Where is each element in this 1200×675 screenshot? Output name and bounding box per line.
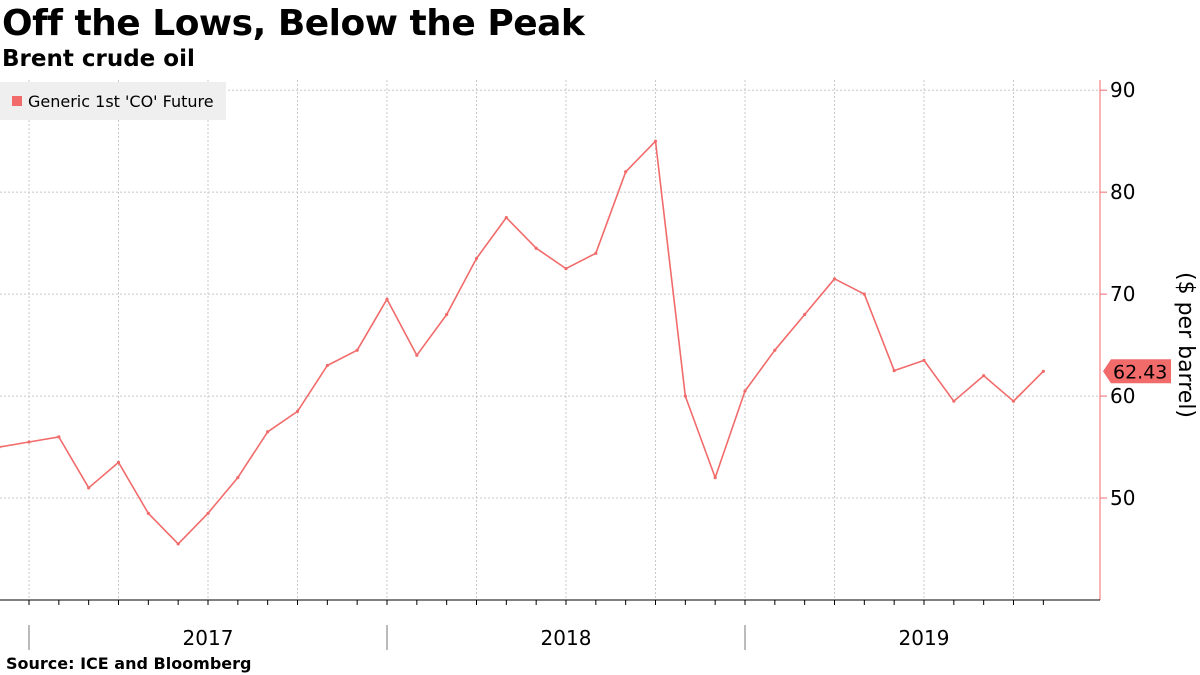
data-point — [325, 363, 329, 368]
x-tick-label: 2019 — [899, 626, 950, 650]
x-tick-label: 2017 — [183, 626, 234, 650]
data-point — [683, 394, 687, 398]
data-point — [1011, 399, 1016, 403]
y-tick-label: 50 — [1110, 486, 1135, 510]
series-group — [0, 139, 1045, 546]
legend: Generic 1st 'CO' Future — [0, 82, 226, 120]
x-tick-label: 2018 — [541, 626, 592, 650]
data-point — [176, 542, 180, 546]
data-point — [87, 486, 91, 490]
last-value-badge — [1103, 359, 1171, 384]
data-point — [0, 445, 1, 449]
legend-swatch — [12, 96, 22, 106]
data-point — [1041, 369, 1045, 373]
data-point — [295, 409, 300, 413]
data-point — [713, 476, 717, 480]
data-point — [534, 246, 538, 250]
last-value-label: 62.43 — [1113, 361, 1167, 383]
data-point — [27, 440, 31, 444]
chart-title: Off the Lows, Below the Peak — [2, 3, 585, 44]
data-point — [832, 277, 837, 281]
data-point — [146, 511, 150, 515]
data-point — [445, 312, 449, 317]
y-axis-label: ($ per barrel) — [1173, 272, 1198, 418]
data-point — [862, 292, 866, 296]
legend-label: Generic 1st 'CO' Future — [28, 91, 214, 111]
data-point — [385, 297, 389, 301]
data-point — [892, 368, 896, 373]
data-point — [952, 399, 956, 403]
data-point — [624, 170, 628, 174]
data-point — [355, 348, 359, 352]
data-point — [803, 312, 807, 317]
y-tick-label: 90 — [1110, 78, 1135, 102]
data-point — [266, 430, 270, 434]
data-point — [236, 476, 240, 480]
data-point — [594, 251, 598, 255]
data-point — [743, 389, 747, 393]
y-tick-label: 80 — [1110, 180, 1135, 204]
data-point — [982, 374, 986, 378]
series-line — [0, 140, 1044, 545]
y-tick-label: 60 — [1110, 384, 1135, 408]
y-tick-label: 70 — [1110, 282, 1135, 306]
data-point — [653, 139, 658, 143]
source-note: Source: ICE and Bloomberg — [6, 654, 252, 673]
data-point — [206, 511, 210, 515]
data-point — [474, 256, 479, 261]
grid-lines — [0, 80, 1100, 600]
data-point — [773, 348, 777, 352]
data-point — [564, 267, 568, 271]
chart-subtitle: Brent crude oil — [2, 46, 195, 72]
data-point — [116, 460, 121, 464]
axes: 50 60 70 80 90 2017 2018 2019 62.43 — [0, 78, 1171, 650]
data-point — [922, 358, 926, 362]
data-point — [57, 435, 61, 439]
data-point — [415, 353, 419, 357]
data-point — [504, 216, 508, 220]
